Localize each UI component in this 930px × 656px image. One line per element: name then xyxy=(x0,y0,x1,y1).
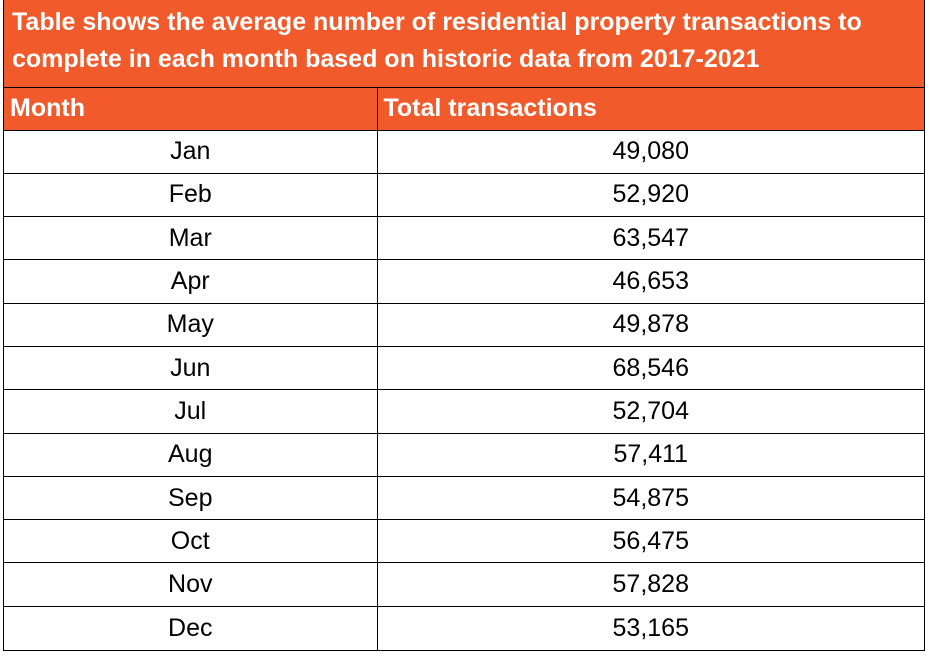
table-row: Jul 52,704 xyxy=(4,389,924,434)
table-row: Apr 46,653 xyxy=(4,259,924,304)
total-cell: 49,080 xyxy=(376,130,924,174)
table-row: Feb 52,920 xyxy=(4,172,924,217)
table-title-line-1: Table shows the average number of reside… xyxy=(12,8,862,36)
total-cell: 68,546 xyxy=(376,345,924,390)
table-row: Jun 68,546 xyxy=(4,345,924,390)
total-cell: 63,547 xyxy=(376,216,924,260)
total-cell: 56,475 xyxy=(376,519,924,563)
table-row: Aug 57,411 xyxy=(4,432,924,477)
month-cell: Sep xyxy=(4,475,377,520)
table-row: Nov 57,828 xyxy=(4,562,924,607)
table-row: Oct 56,475 xyxy=(4,519,924,563)
table-row: Jan 49,080 xyxy=(4,130,924,174)
transactions-table: Month Total transactions Jan 49,080 Feb … xyxy=(4,88,924,650)
total-cell: 53,165 xyxy=(376,605,924,650)
total-cell: 57,411 xyxy=(376,432,924,477)
table-header-row: Month Total transactions xyxy=(4,88,924,131)
month-cell: May xyxy=(4,302,377,347)
transactions-table-sheet: Table shows the average number of reside… xyxy=(3,0,925,651)
month-cell: Oct xyxy=(4,519,377,563)
table-row: May 49,878 xyxy=(4,302,924,347)
total-cell: 52,920 xyxy=(376,172,924,217)
total-cell: 49,878 xyxy=(376,302,924,347)
month-cell: Jun xyxy=(4,345,377,390)
table-title-line-2: complete in each month based on historic… xyxy=(12,45,760,73)
month-cell: Aug xyxy=(4,432,377,477)
month-cell: Dec xyxy=(4,605,377,650)
table-title: Table shows the average number of reside… xyxy=(4,0,924,88)
total-cell: 52,704 xyxy=(376,389,924,434)
column-header-month: Month xyxy=(4,88,377,131)
table-row: Dec 53,165 xyxy=(4,605,924,650)
table-row: Mar 63,547 xyxy=(4,216,924,260)
month-cell: Jan xyxy=(170,137,211,166)
table-row: Sep 54,875 xyxy=(4,475,924,520)
month-cell: Jul xyxy=(4,389,377,434)
total-cell: 46,653 xyxy=(376,259,924,304)
column-header-total-transactions: Total transactions xyxy=(376,88,924,131)
total-cell: 57,828 xyxy=(376,562,924,607)
month-cell: Feb xyxy=(4,172,377,217)
month-cell: Apr xyxy=(4,259,377,304)
total-cell: 54,875 xyxy=(376,475,924,520)
month-cell: Nov xyxy=(4,562,377,607)
month-cell: Mar xyxy=(4,216,377,260)
